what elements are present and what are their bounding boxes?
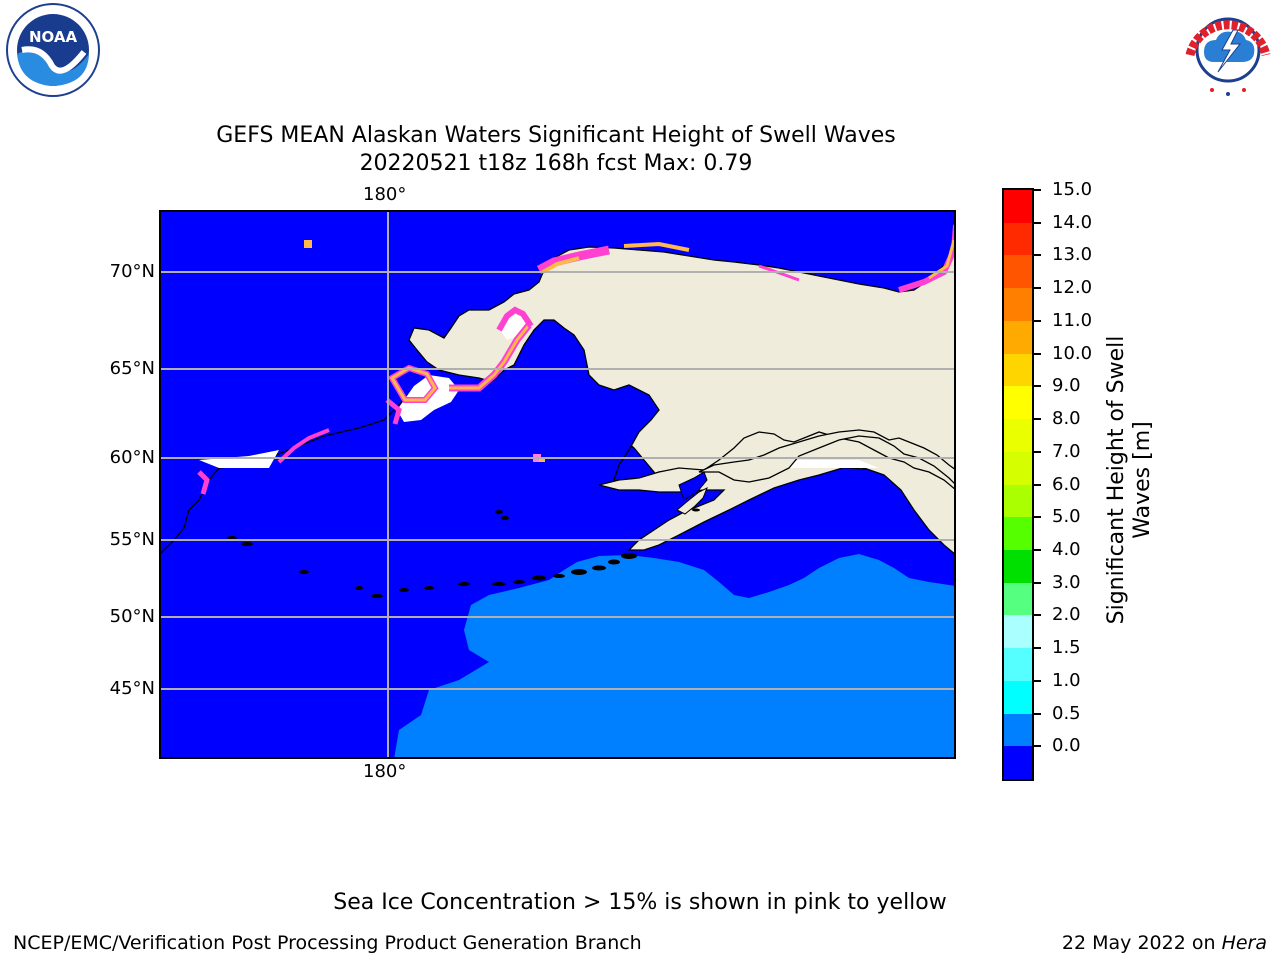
colorbar-label-line1: Significant Height of Swell xyxy=(1104,335,1129,625)
colorbar-label: Significant Height of Swell Waves [m] xyxy=(1100,270,1160,690)
meridian-label-bottom: 180° xyxy=(363,761,407,782)
colorbar-tick-mark xyxy=(1034,647,1041,650)
colorbar-tick-label: 15.0 xyxy=(1052,179,1093,200)
map-grid xyxy=(160,211,955,758)
colorbar-tick-mark xyxy=(1034,712,1041,715)
colorbar-tick-label: 12.0 xyxy=(1052,277,1093,299)
lat-label-60: 60°N xyxy=(109,447,155,468)
colorbar-segment xyxy=(1004,484,1032,518)
colorbar-tick-label: 4.0 xyxy=(1052,538,1081,560)
colorbar-tick-label: 3.0 xyxy=(1052,571,1081,593)
colorbar-segment xyxy=(1004,549,1032,584)
colorbar-tick-mark xyxy=(1034,679,1041,682)
colorbar-segment xyxy=(1004,582,1032,616)
colorbar-tick-label: 11.0 xyxy=(1052,309,1093,331)
colorbar-tick-mark xyxy=(1034,548,1041,551)
colorbar-tick-label: 8.0 xyxy=(1052,408,1081,430)
alaska-swell-map xyxy=(159,210,956,759)
colorbar-segment xyxy=(1004,320,1032,355)
map-frame xyxy=(159,210,956,759)
plot-title-line2: 20220521 t18z 168h fcst Max: 0.79 xyxy=(359,151,753,176)
plot-title-line1: GEFS MEAN Alaskan Waters Significant Hei… xyxy=(216,123,896,148)
colorbar-segment xyxy=(1004,713,1032,747)
colorbar-tick-mark xyxy=(1034,287,1041,290)
colorbar-segment xyxy=(1004,648,1032,682)
colorbar-tick-label: 7.0 xyxy=(1052,440,1081,462)
colorbar-segment xyxy=(1004,353,1032,387)
colorbar-tick-mark xyxy=(1034,189,1041,191)
meridian-label-top: 180° xyxy=(363,184,407,205)
colorbar-tick-mark xyxy=(1034,450,1041,453)
sea-ice-note: Sea Ice Concentration > 15% is shown in … xyxy=(333,890,947,915)
colorbar-tick-mark xyxy=(1034,352,1041,355)
colorbar-tick-label: 14.0 xyxy=(1052,211,1093,233)
colorbar-segment xyxy=(1004,451,1032,485)
colorbar-segment xyxy=(1004,746,1032,779)
footer-machine: Hera xyxy=(1221,932,1267,954)
colorbar-segment xyxy=(1004,222,1032,256)
kodiak-island xyxy=(676,486,708,515)
colorbar-tick-label: 13.0 xyxy=(1052,244,1093,266)
colorbar-segment xyxy=(1004,386,1032,420)
aleutian-islands xyxy=(227,508,700,598)
colorbar-tick-label: 6.0 xyxy=(1052,473,1081,495)
noaa-logo-text: NOAA xyxy=(29,28,78,46)
colorbar-tick-label: 0.5 xyxy=(1052,702,1081,724)
colorbar-tick-mark xyxy=(1034,581,1041,584)
noaa-logo: NOAA xyxy=(2,2,104,98)
colorbar-tick-label: 2.0 xyxy=(1052,604,1081,626)
colorbar-tick-mark xyxy=(1034,221,1041,224)
footer-organization: NCEP/EMC/Verification Post Processing Pr… xyxy=(13,932,642,954)
colorbar-tick-mark xyxy=(1034,254,1041,257)
ocean-region-05-overlay xyxy=(394,554,955,758)
colorbar-tick-mark xyxy=(1034,385,1041,388)
colorbar-tick-label: 9.0 xyxy=(1052,375,1081,397)
colorbar-segment xyxy=(1004,288,1032,322)
colorbar-segment xyxy=(1004,680,1032,715)
colorbar-segment xyxy=(1004,615,1032,649)
noaa-logo-graphic: NOAA xyxy=(6,3,100,97)
colorbar-tick-label: 10.0 xyxy=(1052,342,1093,364)
lat-label-50: 50°N xyxy=(109,606,155,627)
colorbar-segment xyxy=(1004,255,1032,289)
footer-date: 22 May 2022 on Hera xyxy=(1062,932,1267,954)
colorbar-tick-label: 0.0 xyxy=(1052,735,1081,757)
lat-label-70: 70°N xyxy=(109,261,155,282)
lat-label-45: 45°N xyxy=(109,678,155,699)
nws-logo xyxy=(1178,0,1278,100)
lat-label-65: 65°N xyxy=(109,358,155,379)
cook-inlet xyxy=(678,471,708,501)
colorbar-label-line2: Waves [m] xyxy=(1130,421,1155,539)
colorbar-tick-mark xyxy=(1034,745,1041,748)
colorbar-tick-label: 5.0 xyxy=(1052,506,1081,528)
lat-label-55: 55°N xyxy=(109,529,155,550)
colorbar-tick-label: 1.5 xyxy=(1052,637,1081,659)
colorbar-tick-mark xyxy=(1034,483,1041,486)
footer-date-text: 22 May 2022 on xyxy=(1061,932,1222,954)
colorbar-segments xyxy=(1004,190,1032,779)
colorbar-segment xyxy=(1004,517,1032,551)
colorbar-segment xyxy=(1004,190,1032,224)
colorbar xyxy=(1002,188,1034,781)
alaska-mainland-south xyxy=(698,429,955,485)
colorbar-tick-mark xyxy=(1034,418,1041,421)
colorbar-tick-mark xyxy=(1034,516,1041,519)
colorbar-tick-label: 1.0 xyxy=(1052,669,1081,691)
colorbar-tick-mark xyxy=(1034,319,1041,322)
colorbar-tick-mark xyxy=(1034,614,1041,617)
colorbar-segment xyxy=(1004,419,1032,453)
nws-logo-graphic xyxy=(1180,2,1276,98)
